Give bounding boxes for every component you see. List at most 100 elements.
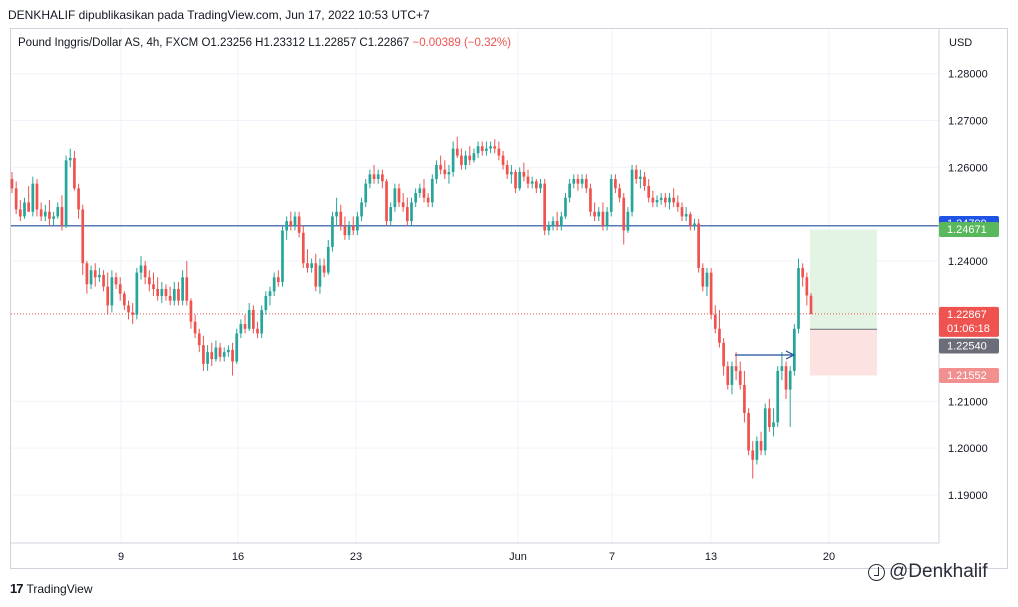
legend-open: O1.23256 (201, 37, 252, 49)
candle-down (497, 148, 501, 156)
price-axis: 1.28000 1.27000 1.26000 1.24000 1.21000 1.200… (938, 29, 999, 543)
candle-up (630, 169, 634, 212)
legend-high: H1.23312 (255, 37, 306, 49)
candle-down (709, 272, 713, 315)
symbol-legend[interactable]: Pound Inggris/Dollar AS, 4h, FXCM O1.232… (18, 37, 511, 49)
candle-down (193, 321, 197, 334)
candle-up (139, 265, 143, 273)
candle-up (214, 347, 218, 360)
candle-down (734, 366, 738, 371)
time-tick-label: 9 (118, 551, 124, 563)
candle-down (276, 277, 280, 282)
candle-down (663, 197, 667, 203)
profit-zone (810, 229, 877, 330)
candle-down (127, 305, 130, 313)
candle-up (772, 422, 775, 428)
candle-up (364, 183, 368, 203)
candle-up (56, 207, 60, 217)
chart-frame (10, 28, 1008, 569)
price-tick-label: 1.26000 (948, 162, 988, 174)
arrow-annotation (735, 350, 796, 360)
candle-down (372, 174, 376, 179)
price-label-box (939, 338, 999, 354)
candle-down (381, 174, 384, 182)
candle-up (206, 352, 209, 364)
candle-up (655, 200, 659, 203)
candle-down (322, 265, 326, 273)
candle-down (202, 345, 205, 364)
candle-up (564, 197, 567, 217)
candle-down (784, 366, 788, 390)
price-label-text: 1.22867 (947, 309, 987, 321)
candle-up (31, 183, 35, 212)
candle-up (227, 349, 230, 353)
candle-up (172, 288, 176, 301)
candle-down (147, 277, 151, 285)
candle-down (385, 181, 388, 222)
candle-up (68, 157, 72, 161)
candle-up (43, 211, 47, 217)
candle-down (801, 267, 805, 278)
candle-up (539, 183, 542, 189)
arrow-head (785, 350, 796, 360)
legend-symbol: Pound Inggris/Dollar AS, 4h, FXCM (18, 37, 199, 49)
time-tick-label: Jun (509, 551, 527, 563)
candle-down (722, 342, 725, 367)
candle-down (443, 169, 447, 175)
price-tick-label: 1.19000 (948, 490, 988, 502)
candle-up (247, 310, 251, 329)
price-tick-label: 1.28000 (948, 69, 988, 81)
candle-up (335, 211, 338, 217)
candle-up (668, 197, 671, 203)
candle-down (422, 188, 426, 198)
candle-up (755, 441, 759, 460)
candle-down (85, 263, 89, 285)
price-tick-label: 1.20000 (948, 443, 988, 455)
loss-zone (810, 329, 877, 376)
candle-up (485, 148, 488, 151)
legend-change: −0.00389 (−0.32%) (412, 37, 511, 49)
candle-down (10, 179, 14, 189)
candle-up (89, 270, 93, 285)
candle-down (647, 186, 651, 198)
candle-down (505, 164, 509, 175)
candle-down (751, 450, 755, 460)
candle-up (318, 265, 322, 287)
candle-up (430, 179, 434, 203)
candle-down (584, 179, 588, 189)
candle-down (805, 277, 809, 296)
price-tick-label: 1.27000 (948, 116, 988, 128)
price-tick-label: 1.21000 (948, 396, 988, 408)
candle-down (601, 211, 605, 226)
candle-down (534, 181, 538, 189)
time-axis: 9 16 23 Jun 7 13 20 (11, 542, 939, 563)
candle-down (643, 176, 646, 187)
candle-down (177, 288, 180, 301)
candle-up (763, 408, 767, 451)
candle-down (106, 286, 110, 306)
candle-down (480, 146, 484, 151)
candle-down (718, 328, 721, 343)
candle-up (326, 246, 330, 273)
candle-up (410, 202, 413, 222)
currency-label: USD (949, 37, 973, 49)
time-tick-label: 20 (823, 551, 835, 563)
candle-down (14, 188, 18, 210)
candle-down (35, 183, 39, 210)
candle-down (231, 349, 234, 362)
candle-down (73, 157, 76, 189)
candle-up (98, 274, 101, 278)
candle-up (376, 174, 380, 179)
tradingview-logo[interactable]: 17 TradingView (10, 581, 93, 596)
candle-up (476, 146, 480, 154)
candle-down (713, 314, 717, 329)
horizontal-line (11, 225, 939, 315)
candle-down (351, 225, 355, 231)
candle-up (580, 179, 584, 184)
watermark-text: @Denkhalif (889, 561, 988, 582)
candle-down (339, 211, 343, 226)
candle-down (314, 263, 318, 287)
candle-down (618, 188, 621, 198)
candle-down (589, 188, 592, 212)
